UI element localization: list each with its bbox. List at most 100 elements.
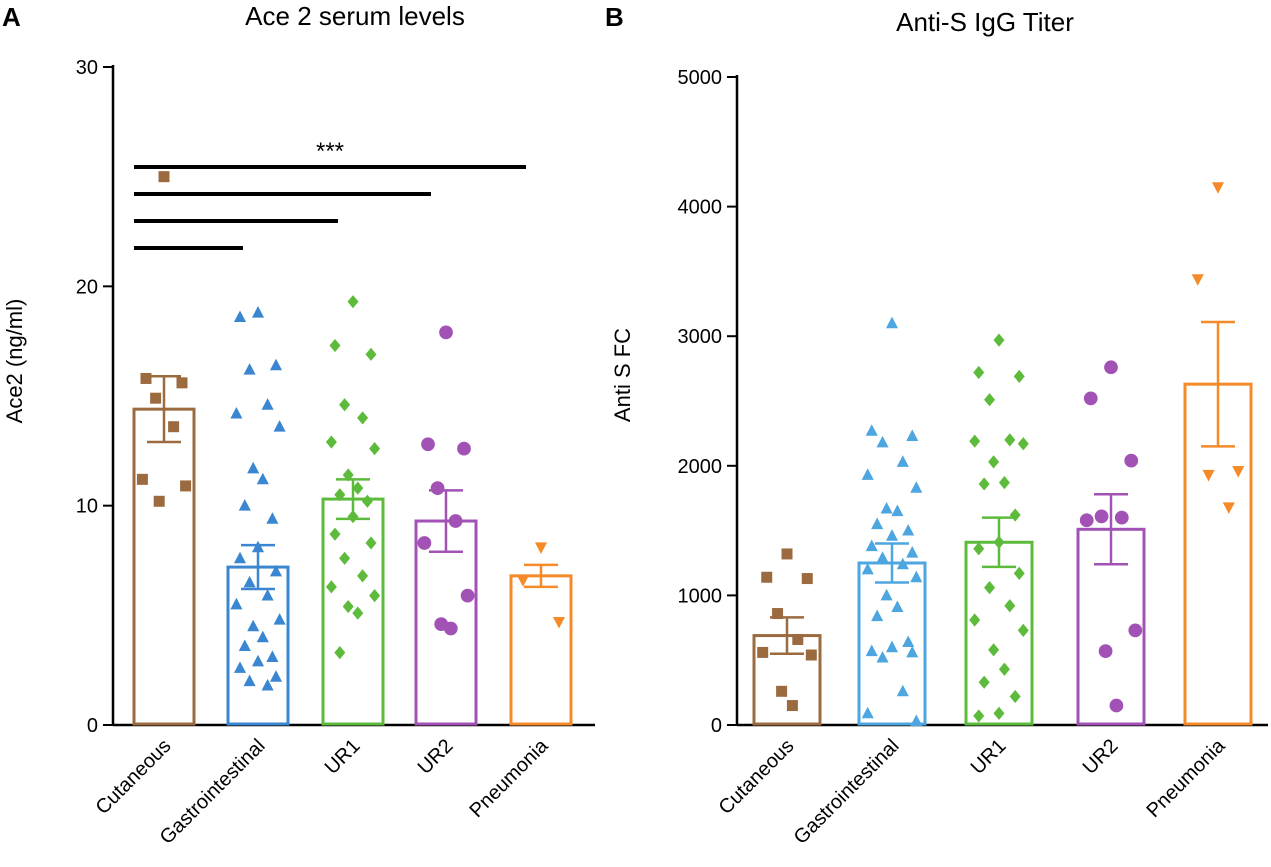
data-point <box>365 536 377 550</box>
data-point <box>1191 274 1204 286</box>
data-point <box>761 571 773 583</box>
chart-b-title: Anti-S IgG Titer <box>896 7 1074 37</box>
data-point <box>251 306 265 318</box>
data-point <box>757 646 769 658</box>
data-point <box>973 709 985 723</box>
y-tick-label: 0 <box>711 715 722 737</box>
data-point <box>880 501 893 514</box>
data-point <box>885 316 899 329</box>
data-point <box>1211 182 1225 194</box>
data-point <box>876 651 889 663</box>
category-label: Pneumonia <box>465 734 553 822</box>
data-point <box>238 499 251 511</box>
data-point <box>233 661 247 673</box>
y-tick-label: 4000 <box>678 197 723 219</box>
category-label: UR1 <box>321 735 365 779</box>
data-point <box>891 504 904 517</box>
data-point <box>805 649 817 661</box>
data-point <box>158 171 170 183</box>
data-point <box>230 597 243 610</box>
data-point <box>417 536 432 550</box>
data-point <box>269 564 283 577</box>
data-point <box>993 535 1005 549</box>
data-point <box>871 517 884 530</box>
category-label: UR1 <box>967 735 1011 779</box>
data-point <box>876 435 889 448</box>
data-point <box>230 406 243 419</box>
data-point <box>906 546 919 558</box>
data-point <box>865 539 878 552</box>
data-point <box>861 562 874 575</box>
panel-label-b: B <box>605 2 624 32</box>
chart-a-ylabel: Ace2 (ng/ml) <box>2 299 27 424</box>
data-point <box>969 434 981 448</box>
category-label: Cutaneous <box>92 735 176 819</box>
data-point <box>439 325 453 340</box>
data-point <box>1202 469 1215 482</box>
data-point <box>443 621 458 636</box>
data-point <box>896 557 909 570</box>
data-point <box>1232 466 1245 478</box>
data-point <box>1004 433 1016 447</box>
data-point <box>1017 623 1029 637</box>
data-point <box>269 670 283 682</box>
data-point <box>861 706 874 719</box>
data-point <box>266 512 279 524</box>
category-label: Cutaneous <box>715 735 799 819</box>
panel-label-a: A <box>2 2 21 32</box>
data-point <box>347 295 359 309</box>
data-point <box>906 645 919 658</box>
data-point <box>786 700 798 712</box>
data-point <box>150 392 162 404</box>
data-point <box>261 588 274 601</box>
data-point <box>180 480 192 492</box>
bar-cutaneous <box>132 407 196 726</box>
data-point <box>781 548 793 560</box>
data-point <box>993 706 1005 720</box>
data-point <box>347 510 359 524</box>
data-point <box>261 678 274 691</box>
data-point <box>973 542 985 556</box>
data-point <box>176 377 188 389</box>
y-tick-label: 30 <box>76 57 98 79</box>
data-point <box>448 514 463 528</box>
category-label: UR2 <box>414 735 458 779</box>
y-tick-label: 1000 <box>678 585 723 607</box>
data-point <box>1009 689 1021 704</box>
data-point <box>984 393 996 407</box>
data-point <box>910 570 923 583</box>
data-point <box>902 635 915 648</box>
data-point <box>552 616 566 629</box>
data-point <box>251 654 265 667</box>
data-point <box>988 455 1000 469</box>
data-point <box>1124 453 1139 468</box>
chart-b-ylabel: Anti S FC <box>610 328 635 422</box>
data-point <box>266 650 279 662</box>
y-tick-label: 3000 <box>678 326 723 348</box>
data-point <box>1017 437 1029 451</box>
data-point <box>1009 508 1021 522</box>
data-point <box>153 495 165 507</box>
data-point <box>369 442 381 456</box>
data-point <box>357 411 369 425</box>
data-point <box>896 684 909 697</box>
data-point <box>273 420 286 432</box>
data-point <box>1222 502 1235 514</box>
data-point <box>233 551 247 564</box>
y-tick-label: 0 <box>87 715 98 737</box>
data-point <box>1013 369 1025 383</box>
bar-gastrointestinal <box>226 565 290 726</box>
chart-b: 0 1000 2000 3000 4000 5000 CutaneousGastrointe… <box>678 67 1268 849</box>
data-point <box>880 588 893 601</box>
data-point <box>325 580 337 594</box>
data-point <box>969 613 981 627</box>
data-point <box>334 646 346 660</box>
data-point <box>876 551 889 563</box>
data-point <box>273 613 286 625</box>
data-point <box>269 358 283 371</box>
data-point <box>140 372 152 384</box>
data-point <box>357 569 369 583</box>
data-point <box>457 441 471 456</box>
